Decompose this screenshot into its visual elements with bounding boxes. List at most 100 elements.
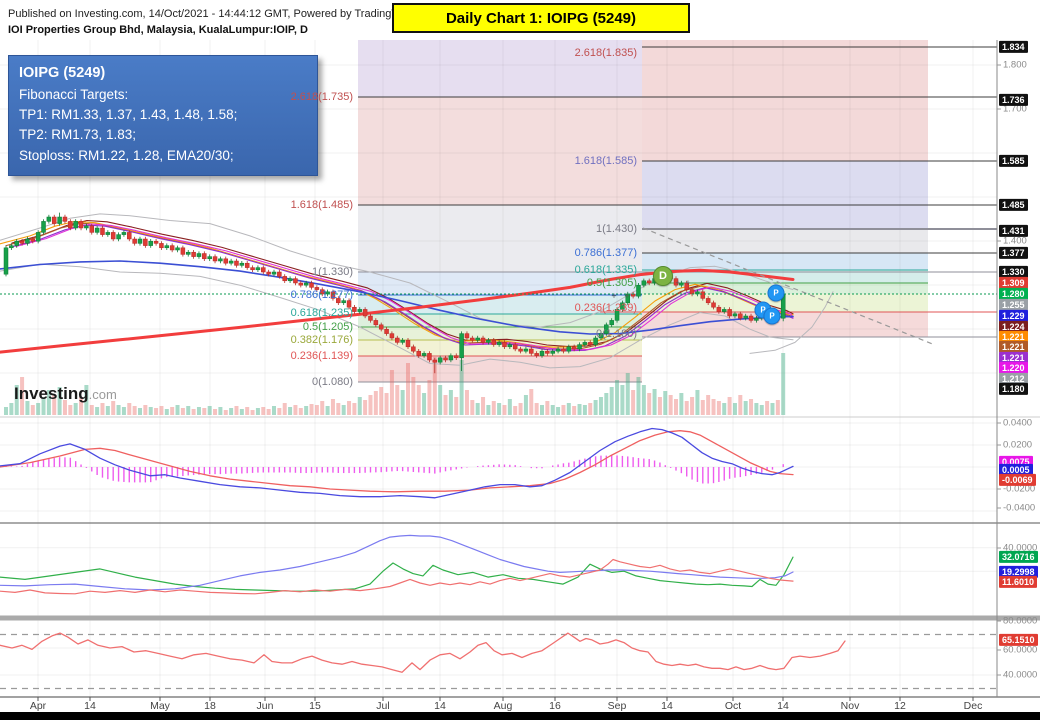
time-axis-label: 14 bbox=[434, 700, 446, 712]
time-axis-label: Nov bbox=[840, 700, 860, 712]
plus-marker: + bbox=[611, 291, 617, 301]
price-axis-badge: 19.2998 bbox=[999, 565, 1038, 579]
price-axis-badge: 1.221 bbox=[999, 330, 1028, 344]
fib-level-label: 2.618(1.835) bbox=[574, 47, 637, 59]
fib-level-label: 0.786(1.377) bbox=[574, 247, 637, 259]
infobox-line: Fibonacci Targets: bbox=[19, 86, 129, 102]
price-axis-label: 40.0000 bbox=[1003, 542, 1038, 554]
frame-layer bbox=[0, 40, 1040, 701]
chart-title-box: Daily Chart 1: IOIPG (5249) bbox=[392, 3, 690, 33]
time-axis-label: May bbox=[150, 700, 170, 712]
investing-watermark: Investing.com bbox=[14, 384, 117, 404]
time-axis-label: 14 bbox=[84, 700, 96, 712]
price-axis-label: 0.0200 bbox=[1003, 439, 1033, 451]
price-axis-badge: 1.212 bbox=[999, 372, 1028, 386]
fib-level-label: 0(1.180) bbox=[596, 328, 637, 340]
price-axis-badge: 1.224 bbox=[999, 320, 1028, 334]
price-axis-badge: 0.0005 bbox=[999, 463, 1033, 477]
price-axis-label: 0.0400 bbox=[1003, 417, 1033, 429]
fib-level-label: 0.618(1.335) bbox=[574, 264, 637, 276]
price-axis-badge: 1.255 bbox=[999, 298, 1028, 312]
published-line: Published on Investing.com, 14/Oct/2021 … bbox=[8, 8, 418, 20]
price-axis-label: 60.0000 bbox=[1003, 644, 1038, 656]
time-axis-label: Jul bbox=[376, 700, 390, 712]
price-axis-badge: 1.736 bbox=[999, 93, 1028, 107]
rsi-layer bbox=[0, 632, 997, 690]
time-axis-label: Aug bbox=[493, 700, 513, 712]
plus-marker: + bbox=[685, 278, 691, 288]
fibonacci-targets-infobox: IOIPG (5249) Fibonacci Targets: TP1: RM1.… bbox=[8, 55, 318, 176]
fib-level-label: 0.236(1.239) bbox=[574, 302, 637, 314]
price-axis-badge: 1.229 bbox=[999, 309, 1028, 323]
fib-level-label: 0.786(1.277) bbox=[290, 289, 353, 301]
instrument-line: IOI Properties Group Bhd, Malaysia, Kual… bbox=[8, 24, 308, 36]
fib-level-label: 0.382(1.176) bbox=[290, 334, 353, 346]
dmi-layer bbox=[0, 534, 794, 595]
price-axis-label: 1.400 bbox=[1003, 235, 1027, 247]
price-axis-badge: 1.431 bbox=[999, 224, 1028, 238]
fib-level-label: 2.618(1.735) bbox=[290, 91, 353, 103]
fib-level-label: 0(1.080) bbox=[312, 376, 353, 388]
price-axis-label: 40.0000 bbox=[1003, 669, 1038, 681]
watermark-name: Investing bbox=[14, 384, 89, 403]
infobox-line: TP2: RM1.73, 1.83; bbox=[19, 127, 137, 143]
time-axis-label: 14 bbox=[777, 700, 789, 712]
price-axis-badge: 65.1510 bbox=[999, 633, 1038, 647]
fib-bands-layer bbox=[358, 40, 928, 382]
candles-layer bbox=[3, 212, 786, 374]
time-axis-label: 18 bbox=[204, 700, 216, 712]
signal-marker-d[interactable]: D bbox=[653, 266, 673, 286]
plus-marker: + bbox=[675, 278, 681, 288]
fib-level-label: 1.618(1.485) bbox=[290, 199, 353, 211]
time-axis-label: Jun bbox=[256, 700, 274, 712]
plus-marker: + bbox=[624, 291, 630, 301]
price-axis-badge: 32.0716 bbox=[999, 550, 1038, 564]
price-axis-badge: 1.280 bbox=[999, 287, 1028, 301]
price-axis-badge: 1.309 bbox=[999, 276, 1028, 290]
price-axis-badge: 1.377 bbox=[999, 246, 1028, 260]
fib-level-label: 0.236(1.139) bbox=[290, 350, 353, 362]
fib-level-label: 0.5(1.305) bbox=[586, 277, 637, 289]
price-axis-badge: 1.221 bbox=[999, 351, 1028, 365]
signal-marker-p[interactable]: P bbox=[767, 284, 785, 302]
price-axis-badge: 11.6010 bbox=[999, 575, 1038, 589]
price-axis-badge: 1.485 bbox=[999, 198, 1028, 212]
time-axis-label: 14 bbox=[661, 700, 673, 712]
infobox-line: TP1: RM1.33, 1.37, 1.43, 1.48, 1.58; bbox=[19, 107, 238, 122]
watermark-tld: .com bbox=[88, 387, 117, 402]
volume-layer bbox=[4, 353, 786, 415]
price-axis-label: 1.700 bbox=[1003, 103, 1027, 115]
price-axis-badge: -0.0069 bbox=[999, 473, 1036, 487]
infobox-line: Stoploss: RM1.22, 1.28, EMA20/30; bbox=[19, 147, 234, 163]
price-axis-badge: 1.180 bbox=[999, 382, 1028, 396]
price-axis-badge: 1.834 bbox=[999, 40, 1028, 54]
time-axis-label: 16 bbox=[549, 700, 561, 712]
ma-layer bbox=[0, 213, 834, 369]
time-axis-label: Sep bbox=[607, 700, 627, 712]
price-axis-label: 80.0000 bbox=[1003, 615, 1038, 627]
fib-level-label: 0.5(1.205) bbox=[302, 321, 353, 333]
time-axis-label: 12 bbox=[894, 700, 906, 712]
time-axis-label: Oct bbox=[724, 700, 742, 712]
price-axis-label: 1.800 bbox=[1003, 59, 1027, 71]
time-axis-label: 15 bbox=[309, 700, 321, 712]
fib-level-label: 1(1.330) bbox=[312, 266, 353, 278]
price-axis-badge: 1.330 bbox=[999, 265, 1028, 279]
infobox-title: IOIPG (5249) bbox=[19, 65, 106, 81]
price-axis-badge: 1.585 bbox=[999, 154, 1028, 168]
price-axis-badge: 1.220 bbox=[999, 361, 1028, 375]
fib-level-label: 1.618(1.585) bbox=[574, 155, 637, 167]
price-axis-label: -0.0400 bbox=[1003, 502, 1036, 514]
fib-level-label: 0.618(1.235) bbox=[290, 307, 353, 319]
time-axis-label: Dec bbox=[963, 700, 983, 712]
time-axis-label: Apr bbox=[29, 700, 47, 712]
bottom-black-bar bbox=[0, 712, 1040, 720]
fib-level-label: 1(1.430) bbox=[596, 223, 637, 235]
macd-layer bbox=[0, 427, 794, 499]
signal-marker-p[interactable]: P bbox=[763, 307, 781, 325]
price-axis-label: -0.0200 bbox=[1003, 483, 1036, 495]
infobox-lines: Fibonacci Targets: TP1: RM1.33, 1.37, 1.4… bbox=[19, 85, 307, 166]
price-axis-badge: 1.221 bbox=[999, 340, 1028, 354]
